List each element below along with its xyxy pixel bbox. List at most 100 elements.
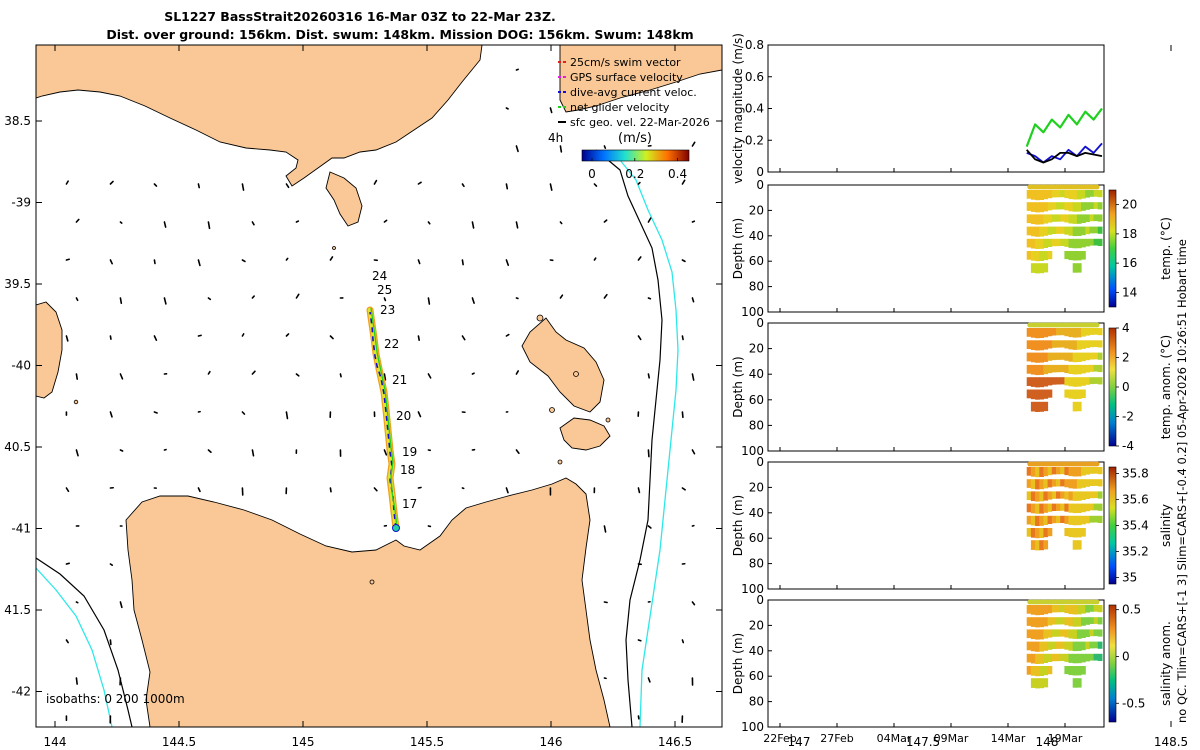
geo-velocity-arrow [241, 183, 245, 191]
day-label: 23 [380, 303, 395, 317]
heatmap-cell [1093, 202, 1099, 209]
heatmap-cell [1026, 629, 1032, 639]
heatmap-cell [1085, 467, 1090, 475]
heatmap-cell [1026, 641, 1032, 651]
geo-velocity-arrow [109, 259, 113, 265]
time-tick-label: 27Feb [820, 732, 853, 745]
heatmap-cell [1097, 467, 1103, 475]
geo-velocity-arrow [295, 220, 300, 223]
heatmap-cell [1060, 617, 1065, 625]
panel-y-label: Depth (m) [731, 633, 745, 694]
geo-velocity-arrow [637, 639, 642, 642]
colorbar-tick-label: 35.2 [1122, 545, 1149, 559]
geo-velocity-arrow [109, 563, 114, 566]
heatmap-cell [1072, 202, 1078, 212]
heatmap-cell [1056, 364, 1061, 373]
heatmap-cell [1030, 377, 1036, 387]
heatmap-cell [1097, 503, 1103, 511]
heatmap-cell [1068, 214, 1074, 224]
geo-velocity-arrow [383, 297, 387, 302]
land-tasmania [125, 477, 611, 727]
heatmap-cell [1072, 263, 1078, 273]
heatmap-cell [1093, 491, 1099, 499]
heatmap-cell [1076, 401, 1082, 412]
heatmap-cell [1072, 653, 1078, 664]
geo-velocity-arrow [207, 221, 211, 230]
panel-y-label: Depth (m) [731, 495, 745, 556]
land-victoria [36, 45, 483, 187]
geo-velocity-arrow [197, 487, 201, 493]
heatmap-cell [1068, 528, 1074, 538]
colorbar-label: temp. anom. (°C) [1159, 335, 1173, 439]
geo-velocity-arrow [515, 221, 519, 229]
geo-velocity-arrow [691, 373, 695, 381]
heatmap-cell [1081, 605, 1086, 614]
geo-velocity-arrow [637, 487, 641, 494]
heatmap-cell [1085, 503, 1090, 512]
heatmap-cell [1089, 214, 1095, 222]
heatmap-cell [1039, 528, 1044, 538]
heatmap-cell [1060, 340, 1065, 348]
heatmap-cell [1043, 190, 1049, 200]
heatmap-cell [1064, 528, 1070, 537]
velocity-vector-field [65, 68, 696, 724]
heatmap-cell [1047, 238, 1053, 247]
geo-velocity-arrow [65, 258, 70, 261]
time-tick-label: 14Mar [991, 732, 1026, 745]
colorbar-tick-label: 0 [588, 167, 596, 181]
heatmap-cell [1056, 641, 1061, 649]
heatmap-cell [1089, 467, 1095, 474]
heatmap-cell [1072, 190, 1078, 200]
geo-velocity-arrow [65, 180, 69, 185]
panel-y-tick-label: 60 [749, 669, 764, 683]
heatmap-cell [1030, 352, 1036, 363]
title-line-2: Dist. over ground: 156km. Dist. swum: 14… [106, 27, 694, 42]
heatmap-cell [1030, 263, 1036, 273]
heatmap-cell [1051, 617, 1057, 625]
panel-y-tick-label: 0.6 [745, 70, 764, 84]
map-panel: 144 144.5 145 145.5 146 146.5 147 147.5 148 148.5… [4, 44, 1188, 749]
heatmap-cell [1093, 238, 1099, 246]
colorbar-tick-label: 35.4 [1122, 519, 1149, 533]
map-y-tick-label: 40.5 [4, 440, 31, 454]
series-line [1026, 149, 1103, 164]
heatmap-cell [1056, 190, 1061, 198]
heatmap-cell [1051, 515, 1057, 524]
isobath-1000-west [36, 567, 113, 727]
heatmap-cell [1093, 515, 1099, 523]
heatmap-cell [1060, 641, 1065, 649]
panel-y-tick-label: 20 [749, 618, 764, 632]
heatmap-cell [1089, 226, 1095, 234]
heatmap-cell [1076, 653, 1082, 664]
panel-4: 0 20 40 60 80 100 Depth (m) 35.8 35.6 35.4 35.2 35 s… [731, 455, 1173, 596]
heatmap-cell [1035, 491, 1040, 502]
geo-velocity-arrow [515, 370, 520, 375]
geo-velocity-arrow [427, 221, 431, 225]
geo-velocity-arrow [461, 259, 464, 266]
heatmap-cell [1026, 352, 1032, 362]
heatmap-cell [1051, 503, 1057, 511]
heatmap-cell [1039, 389, 1044, 400]
heatmap-cell [1051, 491, 1057, 499]
heatmap-cell [1076, 467, 1082, 477]
heatmap-cell [1089, 352, 1095, 360]
surface-sample-dot [1094, 322, 1100, 328]
heatmap-cell [1047, 653, 1053, 662]
heatmap-cell [1035, 377, 1040, 388]
map-x-tick-label: 148 [1036, 735, 1059, 749]
heatmap-cell [1047, 629, 1053, 638]
heatmap-cell [1093, 377, 1099, 384]
heatmap-cell [1051, 190, 1057, 198]
heatmap-cell [1076, 479, 1082, 489]
heatmap-cell [1043, 401, 1049, 412]
heatmap-cell [1068, 238, 1074, 248]
geo-velocity-arrow [461, 183, 465, 188]
geo-velocity-arrow [383, 373, 387, 381]
heatmap-cell [1035, 617, 1040, 628]
heatmap-cell [1039, 251, 1044, 261]
time-tick-label: 04Mar [877, 732, 912, 745]
geo-velocity-arrow [119, 373, 124, 380]
heatmap-cell [1030, 389, 1036, 400]
geo-velocity-arrow [681, 487, 686, 491]
colorbar-tick-label: 14 [1122, 285, 1137, 299]
